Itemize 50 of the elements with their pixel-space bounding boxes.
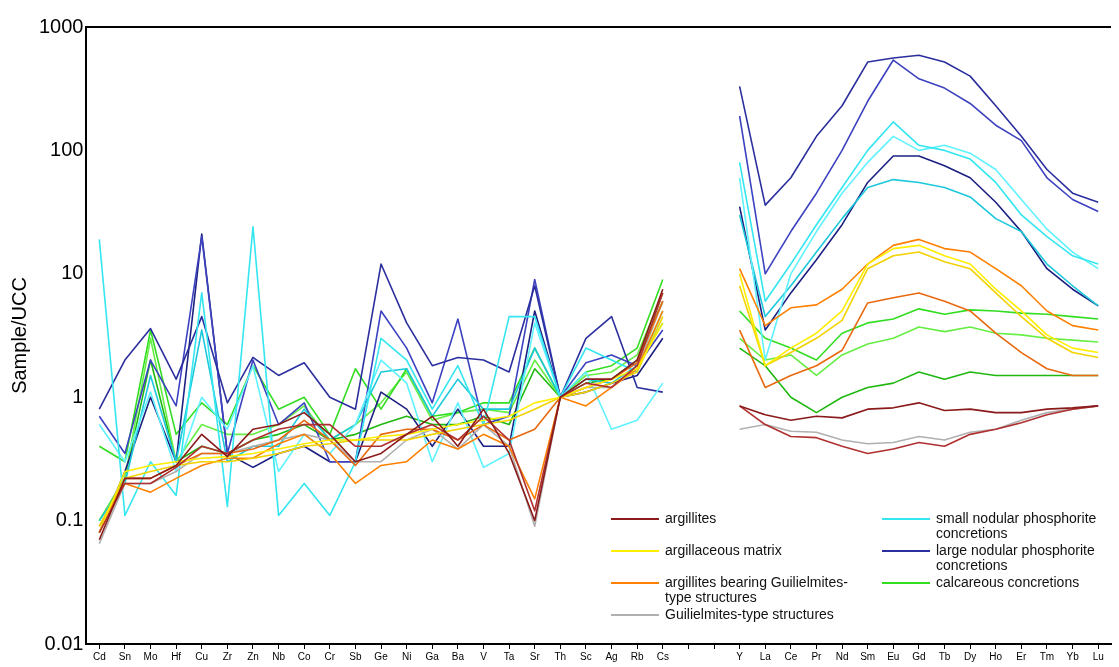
x-tick-label: Y [736,650,744,662]
x-tick-label: Hf [171,650,182,662]
x-tick-label: Ho [989,650,1003,662]
x-tick-label: Cs [656,650,669,662]
legend-label: Guilielmites-type structures [665,606,835,622]
legend-label: argillites bearing Guilielmites-type structures [665,574,849,605]
x-tick-label: Cu [195,650,209,662]
x-tick-label: Co [297,650,312,662]
x-tick-label: Ge [374,650,389,662]
x-tick-label: Yb [1066,650,1080,662]
x-tick-label: Nd [835,650,849,662]
legend-label: calcareous concretions [936,574,1081,590]
x-tick-label: Sc [580,650,592,662]
x-tick-label: Eu [887,650,900,662]
x-tick-label: Rb [630,650,644,662]
y-tick-label: 100 [50,137,84,160]
y-tick-label: 0.01 [44,631,84,654]
x-tick-label: Mo [143,650,158,662]
x-tick-label: Zr [222,650,233,662]
x-tick-label: V [480,650,488,662]
y-tick-label: 1000 [38,14,84,37]
x-tick-label: Cr [324,650,336,662]
x-tick-label: Sn [118,650,132,662]
x-tick-label: La [759,650,772,662]
x-tick-label: Sr [529,650,541,662]
x-tick-label: Ce [784,650,798,662]
legend-label: argillites [665,510,718,526]
y-tick-label: 10 [61,261,84,284]
x-tick-label: Tm [1039,650,1055,662]
y-tick-label: 0.1 [55,508,84,531]
x-tick-label: Ni [401,650,412,662]
x-tick-label: Cd [92,650,106,662]
x-tick-label: Th [554,650,567,662]
x-tick-label: Gd [912,650,926,662]
x-tick-label: Ta [503,650,515,662]
x-tick-label: Sb [349,650,362,662]
y-tick-label: 1 [72,384,84,407]
x-tick-label: Dy [964,650,977,662]
x-tick-label: Pr [811,650,823,662]
x-tick-label: Sm [860,650,876,662]
x-tick-label: Ga [425,650,440,662]
x-tick-label: Nb [272,650,286,662]
x-tick-label: Ba [451,650,465,662]
x-tick-label: Zn [247,650,259,662]
legend-label: argillaceous matrix [665,542,783,558]
x-tick-label: Ag [605,650,618,662]
y-axis-title: Sample/UCC [7,277,30,394]
x-tick-label: Lu [1092,650,1104,662]
x-tick-label: Tb [938,650,951,662]
x-tick-label: Er [1016,650,1028,662]
